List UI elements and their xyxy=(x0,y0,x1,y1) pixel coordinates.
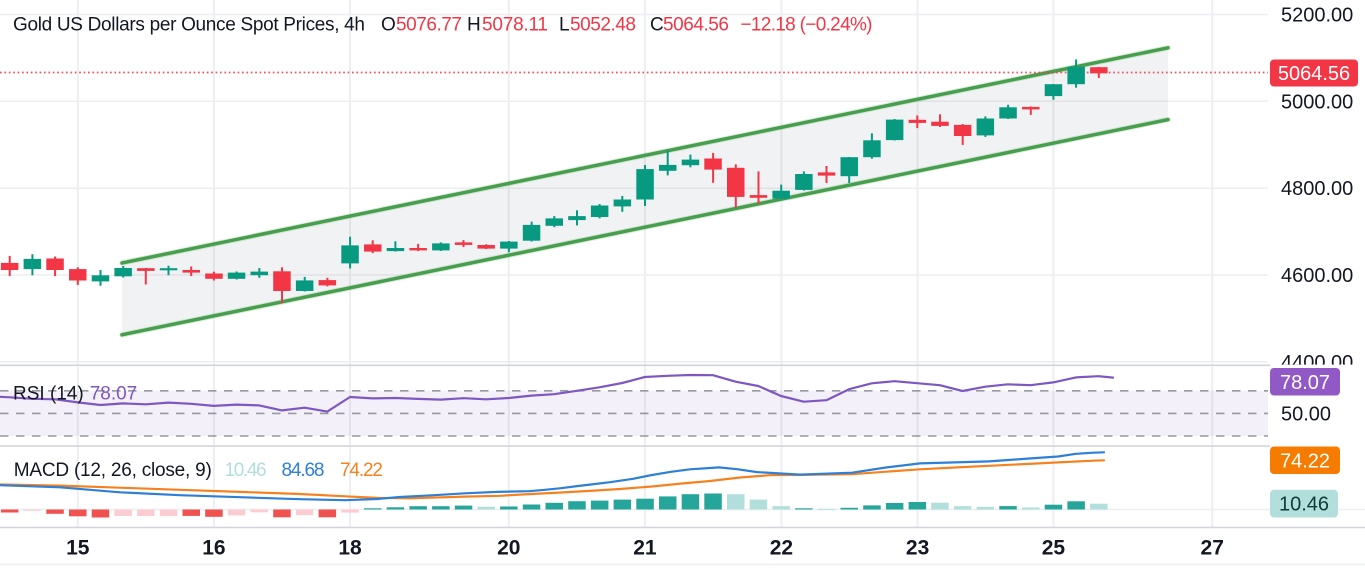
svg-text:22: 22 xyxy=(770,537,793,560)
svg-text:16: 16 xyxy=(202,537,225,560)
svg-text:RSI (14): RSI (14) xyxy=(13,384,84,405)
svg-text:74.22: 74.22 xyxy=(1280,450,1330,472)
svg-text:10.46: 10.46 xyxy=(1279,494,1329,516)
svg-text:74.22: 74.22 xyxy=(340,460,383,481)
svg-text:5064.56: 5064.56 xyxy=(1278,63,1350,85)
svg-text:−12.18 (−0.24%): −12.18 (−0.24%) xyxy=(741,15,873,36)
svg-text:78.07: 78.07 xyxy=(90,384,138,405)
svg-text:78.07: 78.07 xyxy=(1280,372,1330,394)
svg-text:MACD (12, 26, close, 9): MACD (12, 26, close, 9) xyxy=(14,460,212,481)
svg-text:L: L xyxy=(559,15,570,36)
svg-text:20: 20 xyxy=(497,537,520,560)
svg-text:84.68: 84.68 xyxy=(282,460,325,481)
svg-text:Gold US Dollars per Ounce Spot: Gold US Dollars per Ounce Spot Prices, 4… xyxy=(13,15,365,36)
svg-text:C: C xyxy=(650,15,664,36)
svg-text:O: O xyxy=(381,15,396,36)
svg-text:5052.48: 5052.48 xyxy=(570,15,636,36)
svg-text:27: 27 xyxy=(1201,537,1224,560)
svg-text:5000.00: 5000.00 xyxy=(1281,91,1353,113)
svg-text:21: 21 xyxy=(633,537,657,560)
svg-text:4800.00: 4800.00 xyxy=(1281,178,1353,200)
svg-text:18: 18 xyxy=(338,537,362,560)
svg-text:5064.56: 5064.56 xyxy=(663,15,729,36)
svg-text:4400.00: 4400.00 xyxy=(1281,352,1353,374)
svg-text:5076.77: 5076.77 xyxy=(396,15,462,36)
svg-text:H: H xyxy=(467,15,481,36)
svg-text:23: 23 xyxy=(906,537,929,560)
svg-text:5200.00: 5200.00 xyxy=(1281,5,1353,27)
svg-text:5078.11: 5078.11 xyxy=(482,15,548,36)
svg-text:50.00: 50.00 xyxy=(1281,403,1331,425)
svg-text:10.46: 10.46 xyxy=(225,460,267,481)
svg-text:4600.00: 4600.00 xyxy=(1281,265,1353,287)
svg-text:25: 25 xyxy=(1042,537,1066,560)
svg-text:15: 15 xyxy=(66,537,90,560)
